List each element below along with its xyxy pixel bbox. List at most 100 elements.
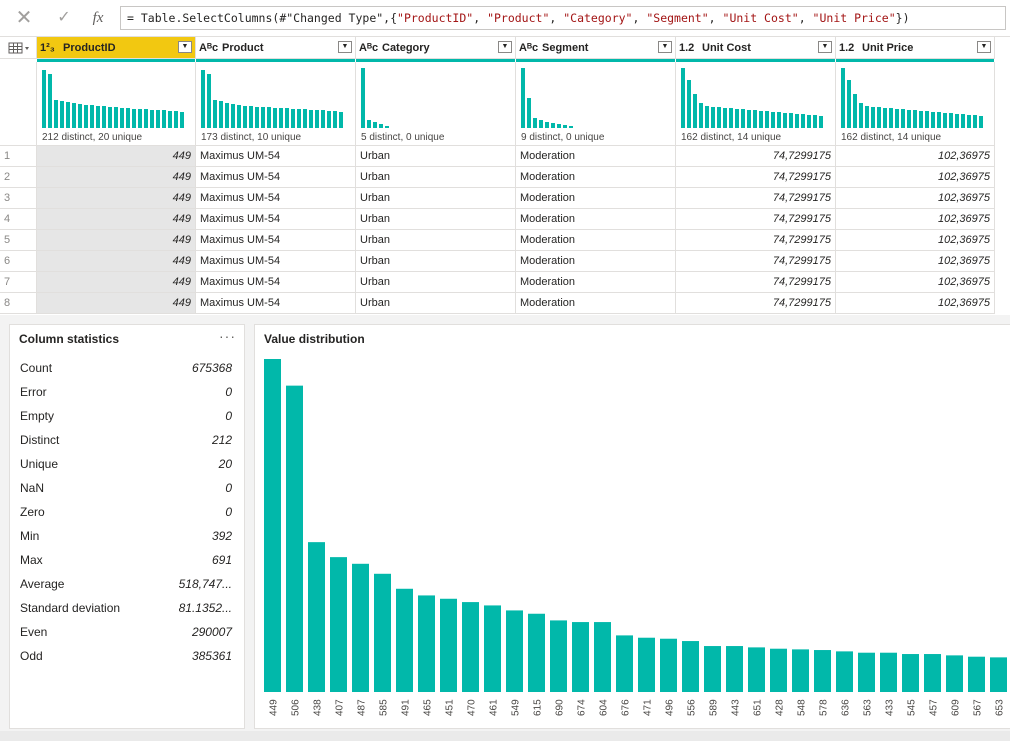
table-cell[interactable]: 449 (37, 230, 196, 251)
chevron-down-icon[interactable]: ▼ (338, 41, 352, 53)
distribution-bar[interactable] (990, 657, 1007, 692)
table-cell[interactable]: 102,36975 (836, 230, 995, 251)
distribution-bar[interactable] (550, 620, 567, 692)
distribution-bar[interactable] (858, 652, 875, 692)
table-cell[interactable]: 102,36975 (836, 146, 995, 167)
column-header-unit-price[interactable]: 1.2 Unit Price ▼ (836, 37, 995, 59)
distribution-bar[interactable] (418, 595, 435, 692)
table-cell[interactable]: Urban (356, 251, 516, 272)
more-options-icon[interactable]: ··· (219, 328, 236, 344)
chevron-down-icon[interactable]: ▼ (498, 41, 512, 53)
distribution-bar[interactable] (638, 637, 655, 692)
table-cell[interactable]: 74,7299175 (676, 209, 836, 230)
table-cell[interactable]: Maximus UM-54 (196, 230, 356, 251)
table-cell[interactable]: 74,7299175 (676, 188, 836, 209)
distribution-bar[interactable] (902, 654, 919, 692)
row-number[interactable]: 2 (0, 167, 37, 188)
distribution-bar[interactable] (440, 598, 457, 692)
table-cell[interactable]: Urban (356, 293, 516, 314)
table-cell[interactable]: Moderation (516, 188, 676, 209)
table-row[interactable]: 6 449 Maximus UM-54 Urban Moderation 74,72991… (0, 251, 1010, 272)
table-cell[interactable]: Urban (356, 167, 516, 188)
distribution-bar[interactable] (308, 542, 325, 692)
type-icon[interactable]: Aᴮc (359, 42, 379, 54)
formula-input[interactable]: = Table.SelectColumns(#"Changed Type",{"… (120, 6, 1006, 30)
table-row[interactable]: 7 449 Maximus UM-54 Urban Moderation 74,72991… (0, 272, 1010, 293)
distribution-bar[interactable] (748, 647, 765, 692)
table-row[interactable]: 8 449 Maximus UM-54 Urban Moderation 74,72991… (0, 293, 1010, 314)
distribution-bar[interactable] (484, 605, 501, 692)
table-cell[interactable]: 449 (37, 146, 196, 167)
column-profile[interactable]: 212 distinct, 20 unique (37, 62, 196, 146)
column-profile[interactable]: 162 distinct, 14 unique (836, 62, 995, 146)
table-cell[interactable]: Urban (356, 230, 516, 251)
column-header-category[interactable]: Aᴮc Category ▼ (356, 37, 516, 59)
table-cell[interactable]: Maximus UM-54 (196, 251, 356, 272)
distribution-bar[interactable] (880, 652, 897, 692)
distribution-bar[interactable] (726, 646, 743, 692)
table-cell[interactable]: Maximus UM-54 (196, 188, 356, 209)
distribution-bar[interactable] (528, 613, 545, 692)
table-cell[interactable]: 449 (37, 272, 196, 293)
table-row[interactable]: 1 449 Maximus UM-54 Urban Moderation 74,72991… (0, 146, 1010, 167)
table-cell[interactable]: 102,36975 (836, 209, 995, 230)
table-cell[interactable]: Moderation (516, 293, 676, 314)
table-cell[interactable]: Maximus UM-54 (196, 146, 356, 167)
row-number[interactable]: 1 (0, 146, 37, 167)
table-row[interactable]: 2 449 Maximus UM-54 Urban Moderation 74,72991… (0, 167, 1010, 188)
check-icon[interactable]: ✓ (57, 9, 71, 26)
table-cell[interactable]: 74,7299175 (676, 146, 836, 167)
distribution-bar[interactable] (374, 573, 391, 692)
row-number[interactable]: 3 (0, 188, 37, 209)
distribution-bar[interactable] (836, 651, 853, 692)
column-profile[interactable]: 9 distinct, 0 unique (516, 62, 676, 146)
distribution-bar[interactable] (286, 385, 303, 692)
table-cell[interactable]: 102,36975 (836, 293, 995, 314)
distribution-bar[interactable] (704, 646, 721, 692)
distribution-bar[interactable] (682, 641, 699, 692)
table-cell[interactable]: Urban (356, 272, 516, 293)
table-cell[interactable]: 102,36975 (836, 272, 995, 293)
table-cell[interactable]: Urban (356, 188, 516, 209)
table-cell[interactable]: Moderation (516, 146, 676, 167)
distribution-bar[interactable] (924, 654, 941, 692)
table-cell[interactable]: 102,36975 (836, 188, 995, 209)
type-icon[interactable]: 1.2 (839, 42, 855, 54)
table-cell[interactable]: Maximus UM-54 (196, 167, 356, 188)
column-profile[interactable]: 173 distinct, 10 unique (196, 62, 356, 146)
table-cell[interactable]: Moderation (516, 251, 676, 272)
table-cell[interactable]: 74,7299175 (676, 167, 836, 188)
table-cell[interactable]: Moderation (516, 272, 676, 293)
table-cell[interactable]: 74,7299175 (676, 230, 836, 251)
column-profile[interactable]: 162 distinct, 14 unique (676, 62, 836, 146)
distribution-bar[interactable] (396, 588, 413, 692)
type-icon[interactable]: 1.2 (679, 42, 695, 54)
distribution-bar[interactable] (572, 622, 589, 692)
distribution-bar[interactable] (330, 557, 347, 692)
table-cell[interactable]: 449 (37, 251, 196, 272)
close-icon[interactable]: ✕ (15, 7, 33, 29)
table-row[interactable]: 3 449 Maximus UM-54 Urban Moderation 74,72991… (0, 188, 1010, 209)
table-cell[interactable]: Moderation (516, 230, 676, 251)
column-profile[interactable]: 5 distinct, 0 unique (356, 62, 516, 146)
type-icon[interactable]: Aᴮc (519, 42, 539, 54)
table-cell[interactable]: Moderation (516, 209, 676, 230)
chevron-down-icon[interactable]: ▼ (818, 41, 832, 53)
row-number[interactable]: 7 (0, 272, 37, 293)
distribution-bar[interactable] (792, 649, 809, 692)
distribution-bar[interactable] (946, 655, 963, 692)
table-row[interactable]: 4 449 Maximus UM-54 Urban Moderation 74,72991… (0, 209, 1010, 230)
distribution-bar[interactable] (462, 602, 479, 692)
type-icon[interactable]: 1²₃ (40, 42, 55, 54)
table-cell[interactable]: 74,7299175 (676, 272, 836, 293)
distribution-bar[interactable] (594, 622, 611, 692)
chevron-down-icon[interactable]: ▼ (658, 41, 672, 53)
table-cell[interactable]: Urban (356, 146, 516, 167)
table-cell[interactable]: Maximus UM-54 (196, 209, 356, 230)
table-cell[interactable]: 74,7299175 (676, 293, 836, 314)
distribution-bar[interactable] (814, 650, 831, 692)
table-cell[interactable]: Moderation (516, 167, 676, 188)
table-cell[interactable]: 449 (37, 188, 196, 209)
table-cell[interactable]: 102,36975 (836, 167, 995, 188)
distribution-bar[interactable] (352, 563, 369, 692)
